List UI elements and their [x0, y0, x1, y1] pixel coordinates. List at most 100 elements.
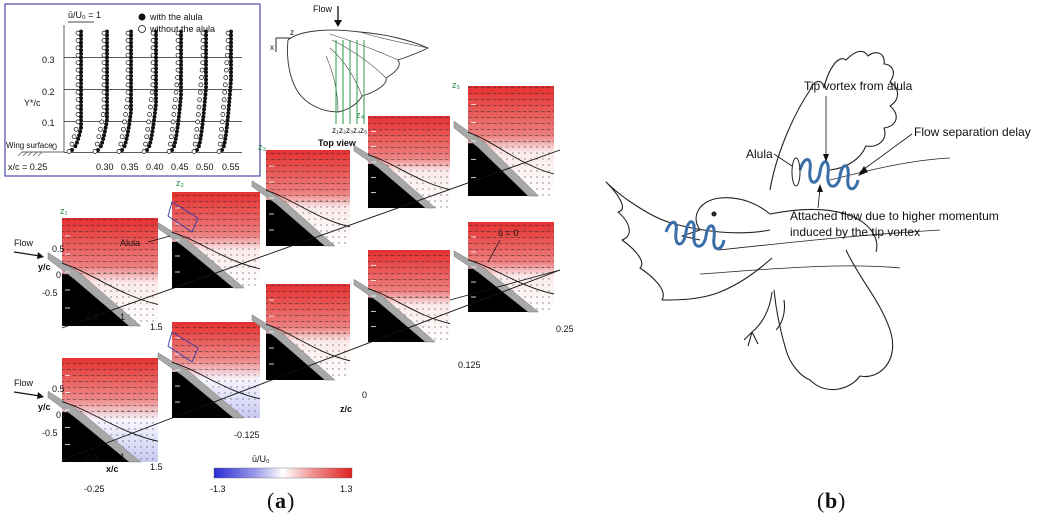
profile-point-with-alula: [229, 74, 233, 78]
profile-point-without-alula: [170, 119, 176, 125]
profile-point-without-alula: [101, 30, 107, 36]
profile-point-with-alula: [224, 129, 229, 134]
profile-point-with-alula: [179, 77, 183, 82]
profile-point-with-alula: [204, 74, 208, 78]
caption-b-open: (: [817, 488, 824, 513]
panel-b: Tip vortex from alula Flow separation de…: [605, 50, 1031, 513]
profile-point-without-alula: [221, 104, 226, 110]
flow-field-slice: [157, 322, 261, 419]
topview-z3: z₃: [346, 126, 353, 135]
profile-point-with-alula: [229, 62, 233, 67]
profile-point-with-alula: [126, 125, 131, 130]
profile-point-without-alula: [150, 75, 156, 80]
profile-point-without-alula: [198, 82, 204, 88]
zc-tick-upper-1: 0.25: [556, 324, 574, 334]
profile-point-with-alula: [127, 122, 132, 127]
yc-label-bottom: y/c: [38, 402, 51, 412]
profile-point-with-alula: [175, 122, 180, 127]
caption-b-letter: b: [825, 488, 837, 513]
yc-label-top: y/c: [38, 262, 51, 272]
profile-point-without-alula: [172, 104, 177, 110]
profile-point-without-alula: [75, 112, 81, 117]
legend-with-alula: with the alula: [149, 12, 203, 22]
profile-point-with-alula: [148, 140, 153, 145]
yc-tick-bot-0: 0.5: [52, 384, 65, 394]
profile-point-without-alula: [199, 75, 204, 80]
profile-point-with-alula: [229, 55, 233, 60]
profile-point-with-alula: [151, 122, 156, 127]
profile-point-with-alula: [100, 140, 105, 145]
profile-point-without-alula: [173, 89, 179, 95]
flow-label-bottom: Flow: [14, 378, 34, 388]
profile-point-without-alula: [125, 45, 131, 51]
flow-field-slice: [353, 250, 451, 343]
profile-point-without-alula: [71, 134, 77, 140]
profile-point-without-alula: [75, 45, 81, 51]
profile-point-without-alula: [199, 67, 205, 73]
velocity-profiles: [66, 29, 233, 154]
profile-point-with-alula: [200, 125, 205, 130]
profile-point-without-alula: [125, 97, 130, 103]
yc-tick-top-1: 0: [56, 270, 61, 280]
inset-xstation-2: 0.40: [146, 162, 164, 172]
profile-point-with-alula: [179, 85, 183, 90]
profile-point-with-alula: [152, 118, 157, 123]
profile-point-without-alula: [221, 97, 227, 103]
zc-tick-lower-2: 0: [362, 390, 367, 400]
profile-point-with-alula: [177, 111, 182, 115]
colorbar: ū/U₀ -1.3 1.3: [210, 454, 353, 494]
xc-tick-top-2: 1.5: [150, 322, 163, 332]
profile-point-without-alula: [175, 45, 181, 51]
profile-point-without-alula: [125, 67, 131, 73]
topview-z1: z₁: [332, 126, 339, 135]
inset-ytick-2: 0.1: [42, 118, 55, 128]
profile-point-with-alula: [175, 125, 180, 130]
profile-point-without-alula: [125, 60, 131, 66]
profile-point-without-alula: [75, 67, 81, 73]
profile-point-without-alula: [216, 149, 222, 154]
profile-point-without-alula: [195, 112, 201, 117]
profile-point-with-alula: [150, 129, 155, 134]
tip-vortex-helix-far: [798, 158, 860, 191]
profile-point-with-alula: [228, 88, 233, 93]
profile-point-without-alula: [168, 134, 174, 140]
caption-a-close: ): [287, 488, 294, 513]
profile-point-with-alula: [229, 66, 233, 71]
profile-point-without-alula: [73, 126, 79, 132]
profile-point-without-alula: [119, 134, 125, 140]
profile-point-without-alula: [101, 67, 107, 73]
profile-point-with-alula: [204, 81, 208, 86]
profile-point-without-alula: [118, 141, 124, 147]
profile-point-without-alula: [225, 38, 231, 43]
profile-point-with-alula: [222, 140, 227, 145]
profile-point-without-alula: [225, 45, 231, 51]
profile-point-without-alula: [144, 134, 150, 140]
profile-point-with-alula: [174, 133, 179, 138]
profile-point-with-alula: [104, 122, 109, 127]
topview-x-axis: x: [270, 43, 274, 52]
colorbar-label: ū/U₀: [252, 454, 270, 464]
profile-point-without-alula: [101, 52, 107, 58]
profile-point-with-alula: [129, 99, 133, 104]
profile-point-without-alula: [200, 45, 206, 51]
profile-point-without-alula: [167, 141, 173, 147]
tip-vortex-helix-near: [664, 220, 726, 251]
profile-point-with-alula: [129, 103, 133, 108]
profile-point-without-alula: [96, 134, 102, 140]
attached-flow-line-1: Attached flow due to higher momentum: [790, 209, 999, 223]
profile-point-with-alula: [179, 81, 183, 86]
inset-xstation-3: 0.45: [171, 162, 189, 172]
profile-point-with-alula: [172, 144, 177, 149]
inset-xstation-5: 0.55: [222, 162, 240, 172]
profile-point-with-alula: [76, 136, 81, 141]
profile-point-with-alula: [154, 92, 158, 97]
profile-point-without-alula: [75, 52, 81, 58]
profile-point-with-alula: [199, 133, 204, 138]
profile-point-without-alula: [75, 75, 81, 80]
profile-point-with-alula: [201, 111, 206, 115]
slice-label-z3: z₃: [258, 142, 267, 152]
profile-point-with-alula: [101, 136, 106, 141]
profile-point-with-alula: [201, 114, 206, 119]
profile-point-with-alula: [226, 107, 231, 112]
profile-point-without-alula: [122, 119, 127, 125]
